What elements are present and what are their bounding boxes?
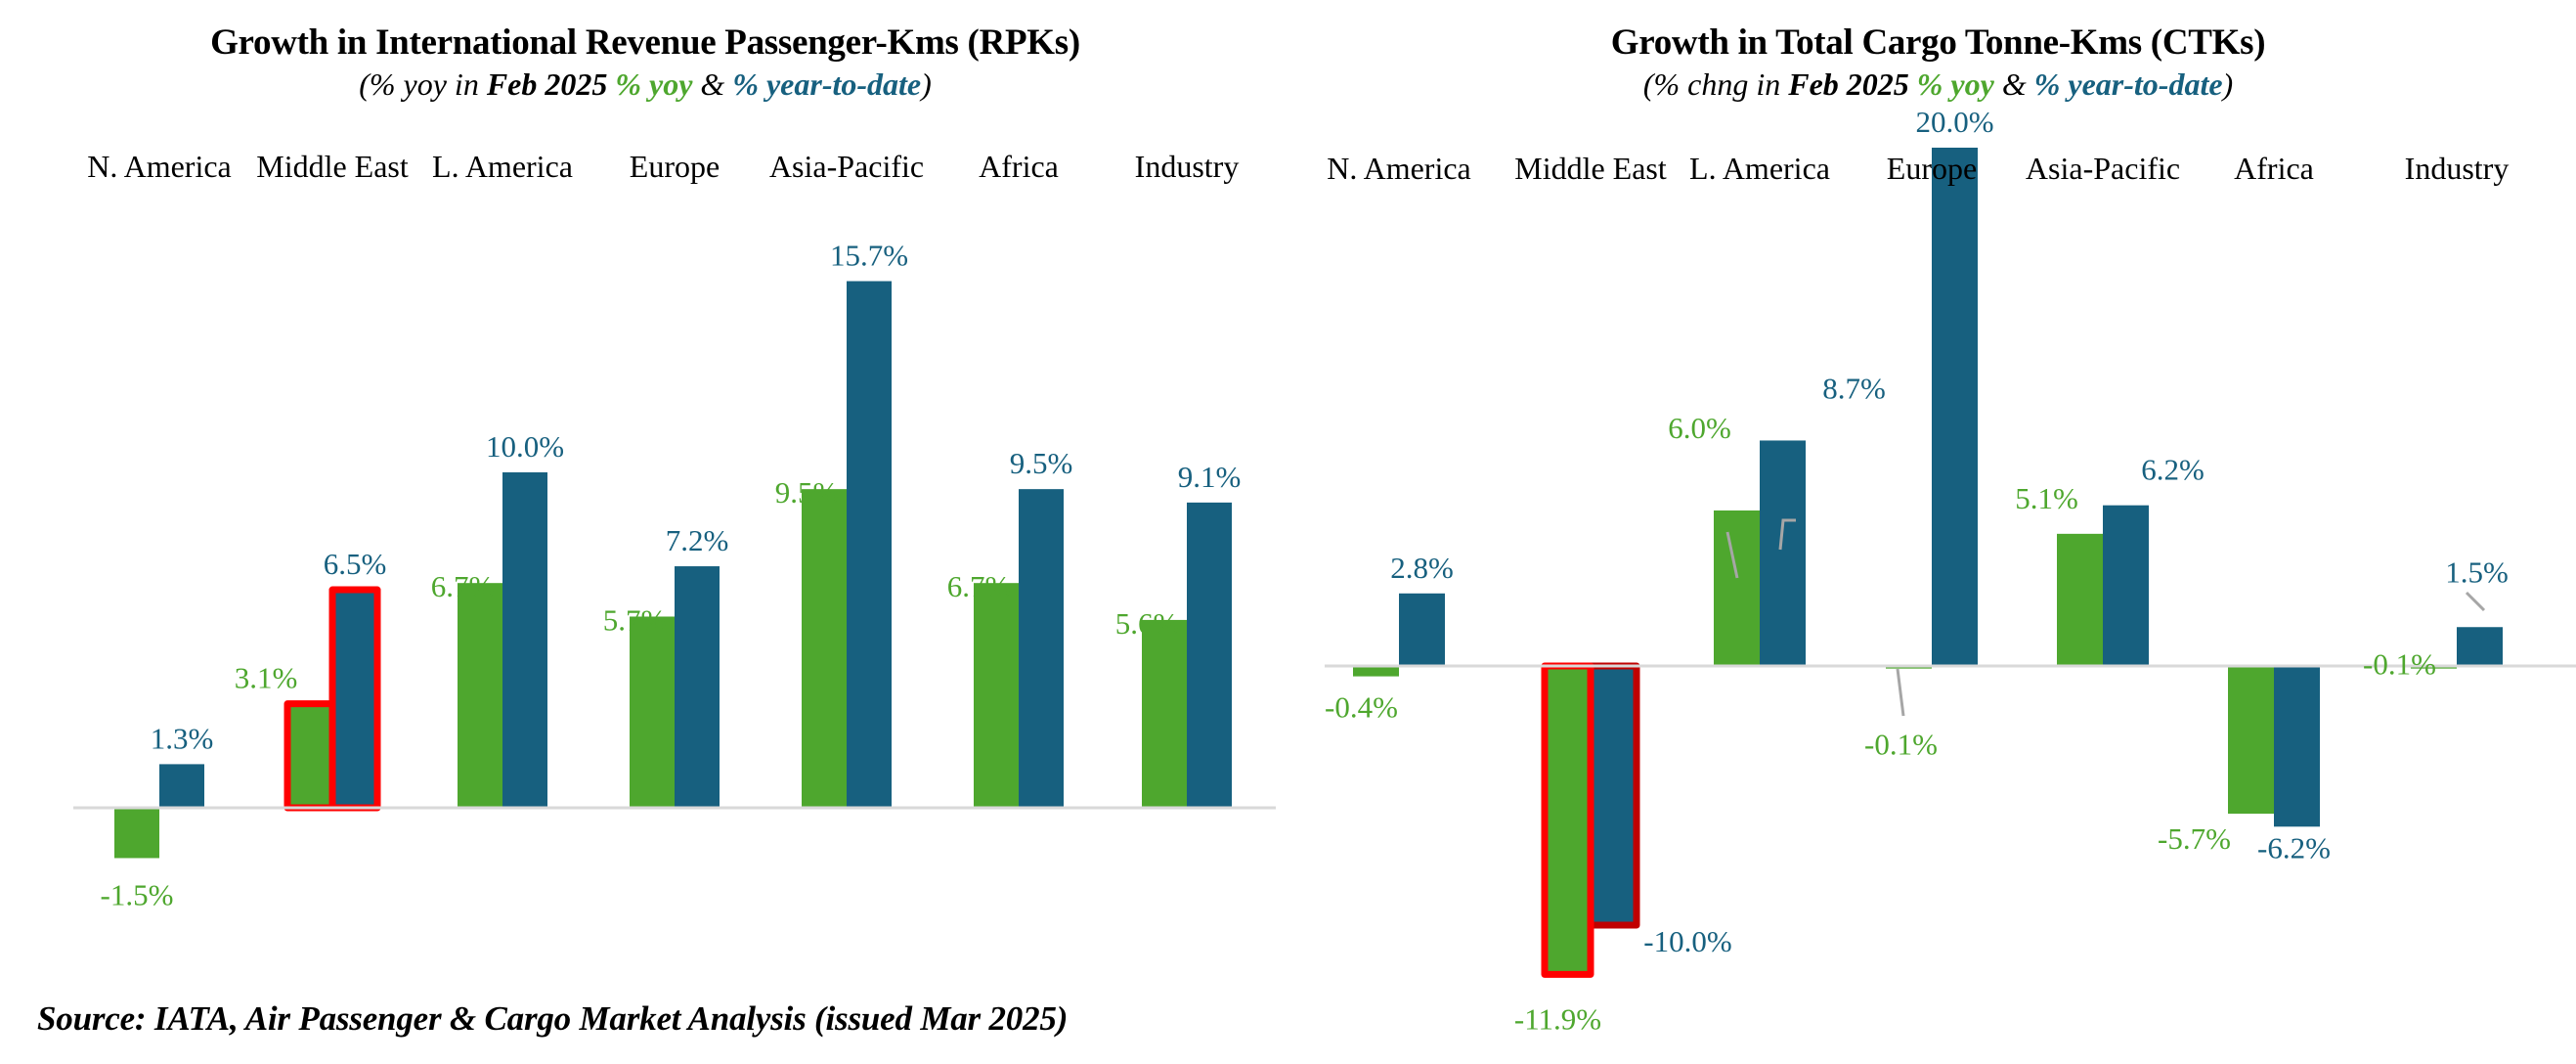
rpk-bar-yoy [287, 703, 332, 808]
ctk-subtitle-amp: & [2001, 66, 2027, 102]
ctk-category-label: Industry [2405, 151, 2510, 186]
rpk-data-label-ytd: 1.3% [151, 721, 214, 755]
ctk-legend-yoy: % yoy [1916, 66, 1994, 102]
ctk-leader-line [2465, 591, 2486, 612]
ctk-chart-plot: N. America Middle East L. America Europe Asi… [1325, 105, 2576, 1036]
rpk-category-label: Europe [630, 149, 720, 184]
rpk-subtitle-period: Feb 2025 [486, 66, 608, 102]
ctk-category-label: Middle East [1514, 151, 1667, 186]
ctk-data-label-ytd: 2.8% [1390, 551, 1454, 585]
ctk-bar-yoy [2228, 666, 2274, 815]
rpk-data-label-yoy: 9.5% [775, 475, 839, 510]
ctk-bar-ytd [1591, 666, 1637, 925]
ctk-chart-title: Growth in Total Cargo Tonne-Kms (CTKs) [1610, 22, 2266, 63]
rpk-bar-ytd [1187, 502, 1232, 808]
rpk-data-label-ytd: 9.1% [1178, 460, 1242, 494]
ctk-leader-line [1896, 668, 1905, 717]
ctk-leader-line [1725, 531, 1739, 579]
rpk-legend-ytd: % year-to-date [732, 66, 922, 102]
ctk-leader-line [1778, 518, 1796, 551]
ctk-subtitle-period: Feb 2025 [1788, 66, 1909, 102]
ctk-bar-ytd [1399, 593, 1445, 666]
ctk-data-label-ytd: 20.0% [1915, 105, 1993, 139]
rpk-data-label-yoy: -1.5% [101, 877, 174, 911]
rpk-subtitle-amp: & [700, 66, 725, 102]
ctk-data-label-ytd: -10.0% [1643, 924, 1731, 958]
ctk-subtitle-prefix: (% chng in [1642, 66, 1789, 102]
rpk-category-label: L. America [432, 149, 573, 184]
rpk-bar-yoy [114, 808, 159, 859]
ctk-category-label: Asia-Pacific [2026, 151, 2180, 186]
ctk-data-label-yoy: 5.1% [2015, 481, 2078, 515]
ctk-bar-yoy [2057, 533, 2103, 666]
ctk-bar-yoy [1545, 666, 1591, 975]
ctk-bar-ytd [2457, 627, 2503, 666]
ctk-chart-panel: Growth in Total Cargo Tonne-Kms (CTKs) (… [1300, 0, 2576, 1036]
rpk-subtitle-suffix: ) [921, 66, 932, 102]
ctk-legend-ytd: % year-to-date [2033, 66, 2223, 102]
ctk-subtitle-suffix: ) [2222, 66, 2234, 102]
ctk-bar-ytd [1760, 440, 1806, 666]
rpk-data-label-yoy: 5.7% [603, 602, 667, 637]
rpk-bar-ytd [675, 566, 720, 808]
source-note: Source: IATA, Air Passenger & Cargo Mark… [37, 999, 1069, 1038]
ctk-data-label-yoy: -5.7% [2158, 821, 2231, 856]
rpk-chart-title: Growth in International Revenue Passenge… [210, 22, 1080, 63]
rpk-bar-yoy [458, 583, 502, 808]
ctk-bar-ytd [2274, 666, 2320, 827]
rpk-bar-yoy [630, 616, 675, 808]
ctk-data-label-ytd: -6.2% [2257, 830, 2331, 864]
rpk-chart-panel: Growth in International Revenue Passenge… [0, 0, 1290, 978]
ctk-bar-yoy [1714, 510, 1760, 666]
rpk-data-label-ytd: 9.5% [1010, 446, 1073, 480]
ctk-data-label-yoy: 6.0% [1668, 411, 1731, 445]
ctk-chart-subtitle: (% chng in Feb 2025 % yoy & % year-to-da… [1300, 66, 2576, 103]
rpk-category-label: Industry [1135, 149, 1240, 184]
ctk-data-label-yoy: -11.9% [1514, 1001, 1601, 1036]
rpk-bar-yoy [1142, 619, 1187, 808]
ctk-category-label: L. America [1689, 151, 1830, 186]
rpk-category-label: Middle East [256, 149, 409, 184]
ctk-data-label-ytd: 8.7% [1822, 371, 1886, 405]
rpk-bar-ytd [847, 281, 892, 808]
ctk-category-label: N. America [1327, 151, 1471, 186]
rpk-chart-plot: N. America Middle East L. America Europe Asi… [73, 149, 1276, 911]
ctk-category-label: Africa [2234, 151, 2314, 186]
rpk-data-label-ytd: 10.0% [486, 429, 564, 464]
rpk-chart-subtitle: (% yoy in Feb 2025 % yoy & % year-to-dat… [0, 66, 1290, 103]
rpk-legend-yoy: % yoy [615, 66, 693, 102]
rpk-data-label-yoy: 5.6% [1115, 606, 1179, 641]
rpk-data-label-yoy: 3.1% [235, 661, 298, 695]
ctk-bar-ytd [1932, 148, 1978, 666]
rpk-bar-yoy [974, 583, 1019, 808]
rpk-data-label-yoy: 6.7% [431, 569, 495, 603]
rpk-subtitle-prefix: (% yoy in [359, 66, 487, 102]
rpk-category-label: N. America [87, 149, 232, 184]
ctk-data-label-ytd: 1.5% [2445, 554, 2509, 589]
rpk-bars-group [114, 281, 1232, 859]
rpk-category-label: Africa [979, 149, 1059, 184]
rpk-data-label-ytd: 15.7% [830, 238, 908, 272]
ctk-category-label: Europe [1887, 151, 1977, 186]
ctk-bar-ytd [2103, 505, 2149, 666]
rpk-data-label-ytd: 6.5% [324, 547, 387, 581]
ctk-bars-group [1353, 148, 2503, 975]
rpk-data-label-ytd: 7.2% [666, 523, 729, 557]
ctk-data-label-ytd: 6.2% [2141, 453, 2205, 487]
rpk-data-label-yoy: 6.7% [947, 569, 1011, 603]
rpk-bar-ytd [1019, 489, 1064, 808]
rpk-category-label: Asia-Pacific [769, 149, 924, 184]
rpk-bar-ytd [502, 472, 547, 808]
ctk-data-label-yoy: -0.4% [1325, 690, 1398, 725]
ctk-data-label-yoy: -0.1% [2363, 647, 2436, 682]
ctk-data-label-yoy: -0.1% [1864, 728, 1938, 762]
rpk-bar-yoy [802, 489, 847, 808]
ctk-bar-yoy [1353, 666, 1399, 677]
rpk-bar-ytd [159, 764, 204, 808]
rpk-bar-ytd [332, 590, 377, 808]
